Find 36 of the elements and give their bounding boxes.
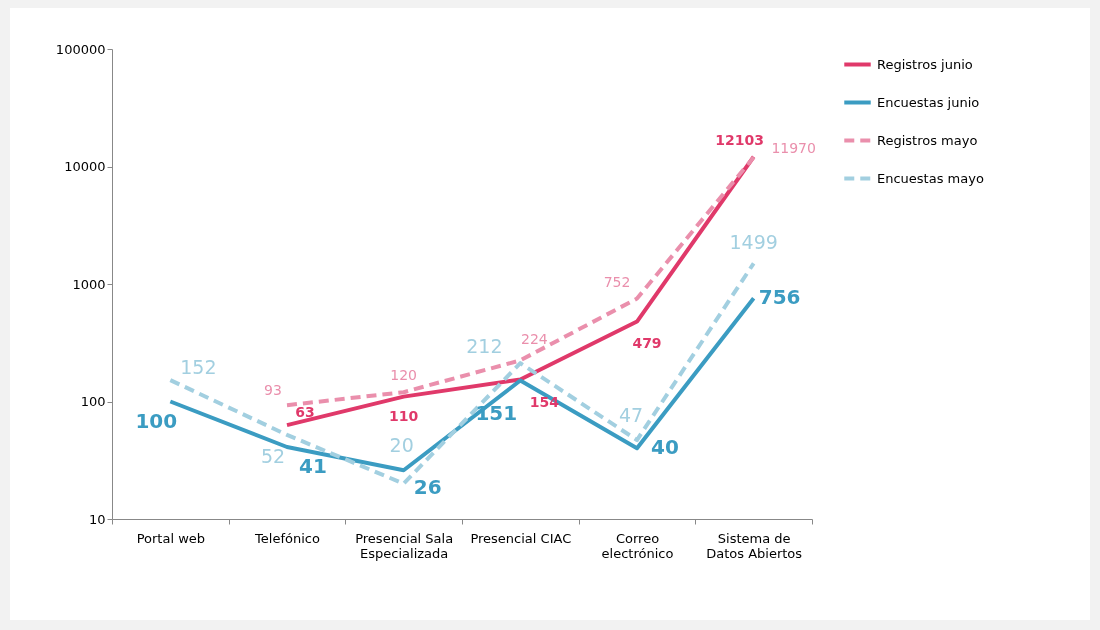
data-label: 212	[466, 335, 503, 358]
data-label: 40	[651, 435, 679, 460]
y-tick-label: 100000	[55, 41, 106, 57]
data-label: 1499	[729, 231, 778, 254]
data-label: 47	[618, 404, 644, 427]
y-tick-label: 100	[80, 394, 106, 409]
data-label: 52	[260, 444, 286, 467]
legend-label: Registros junio	[877, 56, 973, 72]
legend-label: Encuestas junio	[877, 94, 980, 110]
legend-label: Registros mayo	[877, 132, 978, 148]
data-label: 752	[603, 273, 631, 290]
data-label: 479	[632, 334, 662, 351]
data-label: 224	[520, 331, 548, 348]
x-tick-label: Sistema de Datos Abiertos	[706, 530, 803, 561]
data-label: 12103	[715, 131, 765, 148]
y-tick-label: 10000	[64, 159, 106, 174]
data-label: 110	[389, 407, 419, 424]
legend-label: Encuestas mayo	[877, 170, 984, 186]
data-label: 152	[180, 356, 217, 379]
data-label: 26	[413, 475, 442, 500]
data-label: 120	[390, 367, 418, 384]
data-label: 11970	[771, 140, 816, 157]
data-label: 20	[389, 433, 414, 456]
x-tick-label: Presencial CIAC	[470, 530, 572, 546]
data-label: 63	[295, 404, 315, 421]
x-tick-label: Presencial Sala Especializada	[355, 530, 454, 561]
data-label: 154	[529, 394, 560, 411]
x-tick-label: Correo electrónico	[601, 530, 674, 561]
data-label: 756	[758, 285, 801, 310]
data-label: 41	[299, 454, 327, 478]
x-tick-label: Telefónico	[254, 530, 320, 546]
x-tick-label: Portal web	[136, 530, 206, 546]
data-label: 100	[135, 408, 178, 433]
y-tick-label: 1000	[72, 276, 106, 292]
data-label: 93	[264, 382, 282, 399]
y-tick-label: 10	[88, 511, 106, 527]
